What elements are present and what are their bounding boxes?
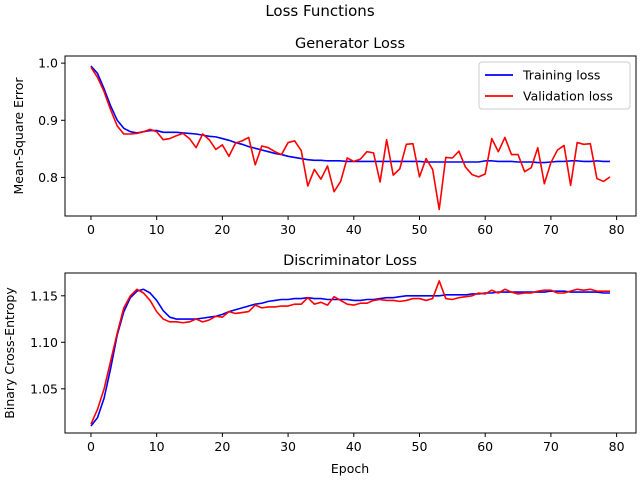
generator-ytick-label-0: 0.8: [38, 170, 58, 185]
discriminator-loss-title: Discriminator Loss: [283, 253, 417, 269]
discriminator-training-loss-line: [90, 288, 611, 427]
generator-loss-lines: [90, 65, 611, 211]
generator-xtick-label-80: 80: [609, 222, 625, 237]
discriminator-xtick-label-30: 30: [280, 439, 296, 454]
generator-xtick-label-40: 40: [346, 222, 362, 237]
discriminator-xtick-label-70: 70: [543, 439, 559, 454]
generator-loss-ylabel: Mean-Square Error: [11, 77, 26, 195]
legend-label-training: Training loss: [522, 68, 600, 83]
generator-xtick-label-0: 0: [87, 222, 95, 237]
generator-loss-frame: [64, 55, 637, 217]
generator-ytick-label-1: 0.9: [38, 113, 58, 128]
discriminator-xtick-label-50: 50: [412, 439, 428, 454]
discriminator-ytick-label-2: 1.15: [30, 288, 58, 303]
generator-xtick-label-20: 20: [214, 222, 230, 237]
generator-xtick-label-50: 50: [412, 222, 428, 237]
legend-box: [478, 61, 631, 110]
discriminator-loss-lines: [90, 280, 611, 427]
discriminator-loss-frame: [64, 272, 637, 434]
discriminator-xtick-label-10: 10: [149, 439, 165, 454]
legend-label-validation: Validation loss: [523, 89, 613, 104]
generator-loss-axes: Generator Loss 0 10 20 30 40 50 60 70 80 0.8 0.9 1.…: [11, 36, 637, 237]
discriminator-xtick-label-0: 0: [87, 439, 95, 454]
generator-ytick-label-2: 1.0: [38, 56, 58, 71]
discriminator-xtick-label-60: 60: [477, 439, 493, 454]
discriminator-validation-loss-line: [90, 280, 611, 425]
generator-xtick-label-10: 10: [149, 222, 165, 237]
discriminator-loss-xlabel: Epoch: [331, 461, 369, 476]
discriminator-ytick-label-1: 1.10: [30, 335, 58, 350]
generator-xtick-label-30: 30: [280, 222, 296, 237]
figure-suptitle: Loss Functions: [265, 2, 374, 20]
discriminator-ytick-label-0: 1.05: [30, 381, 58, 396]
generator-training-loss-line: [90, 65, 611, 164]
generator-loss-legend: Training loss Validation loss: [478, 61, 631, 110]
generator-loss-ticks: 0 10 20 30 40 50 60 70 80 0.8 0.9 1.0: [38, 56, 625, 237]
generator-loss-title: Generator Loss: [295, 36, 405, 52]
generator-xtick-label-60: 60: [477, 222, 493, 237]
discriminator-loss-ticks: 0 10 20 30 40 50 60 70 80 1.05 1.10 1.15: [30, 288, 624, 454]
generator-validation-loss-line: [90, 66, 611, 211]
discriminator-xtick-label-40: 40: [346, 439, 362, 454]
discriminator-loss-axes: Discriminator Loss 0 10 20 30 40 50 60 70 80 1.05…: [2, 253, 637, 476]
discriminator-xtick-label-80: 80: [609, 439, 625, 454]
discriminator-xtick-label-20: 20: [214, 439, 230, 454]
generator-xtick-label-70: 70: [543, 222, 559, 237]
discriminator-loss-ylabel: Binary Cross-Entropy: [2, 287, 17, 419]
